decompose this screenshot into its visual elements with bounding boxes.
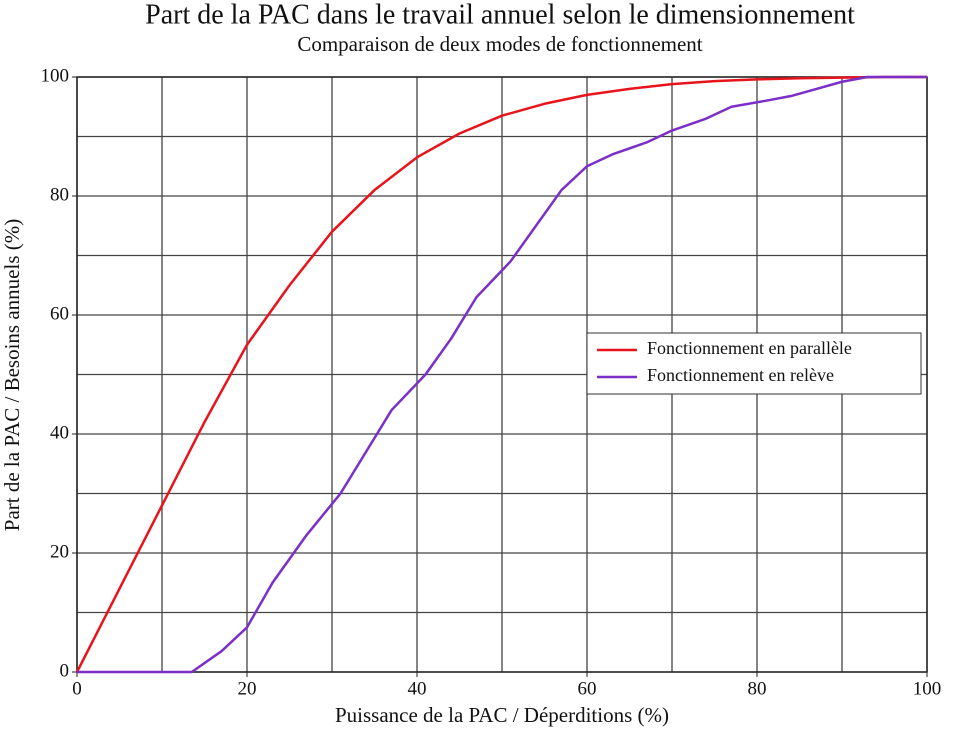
x-tick-label: 20 xyxy=(238,678,257,699)
plot-frame xyxy=(76,76,928,673)
legend-label: Fonctionnement en relève xyxy=(647,365,834,385)
y-axis-label: Part de la PAC / Besoins annuels (%) xyxy=(0,219,24,531)
chart-subtitle: Comparaison de deux modes de fonctionnem… xyxy=(297,32,702,56)
y-tick-label: 100 xyxy=(41,65,70,86)
x-tick-label: 80 xyxy=(748,678,767,699)
legend-label: Fonctionnement en parallèle xyxy=(647,338,852,358)
chart-title: Part de la PAC dans le travail annuel se… xyxy=(145,0,855,30)
y-tick-label: 0 xyxy=(60,660,70,681)
series-line xyxy=(75,75,927,673)
y-tick-label: 80 xyxy=(50,184,69,205)
y-tick-label: 60 xyxy=(50,303,69,324)
legend-box xyxy=(586,332,922,395)
y-tick-label: 20 xyxy=(50,541,69,562)
x-tick-label: 0 xyxy=(72,678,82,699)
x-axis-label: Puissance de la PAC / Déperditions (%) xyxy=(335,703,669,727)
y-tick-label: 40 xyxy=(50,422,69,443)
x-tick-label: 40 xyxy=(408,678,427,699)
x-tick-label: 60 xyxy=(578,678,597,699)
series-line xyxy=(77,75,927,674)
x-tick-label: 100 xyxy=(913,678,942,699)
